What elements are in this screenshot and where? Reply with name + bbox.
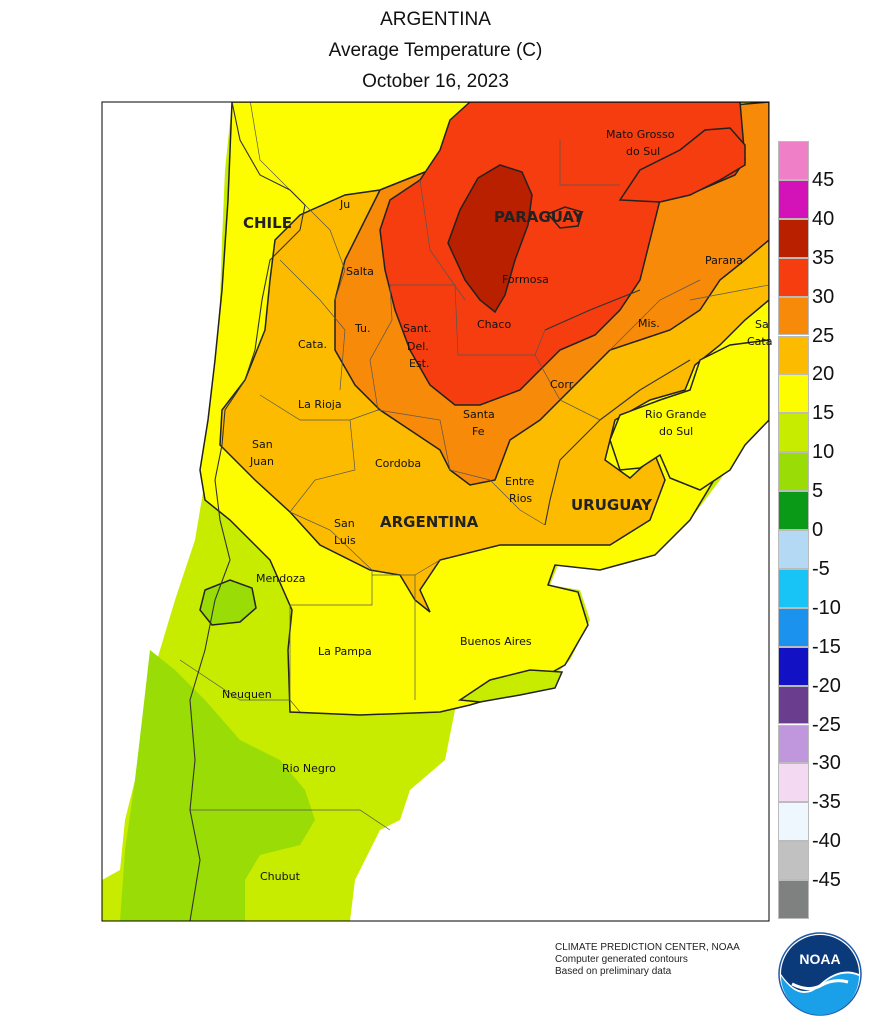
legend-tick-label: -5 <box>812 557 830 580</box>
title-date: October 16, 2023 <box>362 71 509 92</box>
region-label-santiago-3: Est. <box>409 357 430 370</box>
region-label-rio-grande-2: do Sul <box>659 425 693 438</box>
title-variable: Average Temperature (C) <box>328 40 543 61</box>
legend-tick-label: -30 <box>812 752 841 775</box>
country-borders <box>189 102 691 921</box>
region-label-entre-rios-1: Entre <box>505 475 535 488</box>
legend-swatch <box>778 880 809 919</box>
legend-swatch <box>778 607 809 647</box>
legend-swatch <box>778 646 809 686</box>
region-label-san-luis-2: Luis <box>334 534 356 547</box>
legend-tick-label: 20 <box>812 363 835 386</box>
legend-tick-label: 45 <box>812 168 835 191</box>
legend-swatch <box>778 179 809 219</box>
band-green-mendoza <box>199 579 257 626</box>
noaa-logo: NOAA <box>778 932 862 1016</box>
band-green-ba <box>457 669 564 703</box>
region-label-mendoza: Mendoza <box>256 572 305 585</box>
region-label-santiago-1: Sant. <box>403 322 432 335</box>
country-label-uruguay: URUGUAY <box>571 496 653 514</box>
legend-swatch <box>778 374 809 414</box>
band-green-south <box>120 650 315 921</box>
legend-tick-label: -15 <box>812 635 841 658</box>
region-label-santa-fe-1: Santa <box>463 408 495 421</box>
country-label-paraguay: PARAGUAY <box>494 208 585 226</box>
legend-tick-label: 5 <box>812 480 824 503</box>
region-label-misiones: Mis. <box>638 317 660 330</box>
region-label-santa-catarina-2: Cata <box>747 335 772 348</box>
region-label-mato-grosso-2: do Sul <box>626 145 660 158</box>
legend-tick-label: 25 <box>812 324 835 347</box>
region-label-chaco: Chaco <box>477 318 511 331</box>
region-label-santa-fe-2: Fe <box>472 425 485 438</box>
legend-tick-label: 35 <box>812 246 835 269</box>
region-label-corrientes: Corr <box>550 378 574 391</box>
legend-tick-label: 30 <box>812 285 835 308</box>
region-label-neuquen: Neuquen <box>222 688 272 701</box>
region-label-entre-rios-2: Rios <box>509 492 532 505</box>
legend-swatch <box>778 530 809 569</box>
region-label-san-luis-1: San <box>334 517 355 530</box>
region-label-santiago-2: Del. <box>407 340 429 353</box>
region-label-la-pampa: La Pampa <box>318 645 372 658</box>
country-label-argentina: ARGENTINA <box>380 513 479 531</box>
svg-text:NOAA: NOAA <box>799 951 840 967</box>
legend-tick-label: 10 <box>812 441 835 464</box>
region-label-buenos-aires: Buenos Aires <box>460 635 532 648</box>
legend-swatch <box>778 685 809 725</box>
region-label-chubut: Chubut <box>260 870 301 883</box>
credit-line-3: Based on preliminary data <box>555 966 672 977</box>
legend-tick-label: -45 <box>812 869 841 892</box>
map-title: ARGENTINA Average Temperature (C) Octobe… <box>0 4 871 97</box>
legend-tick-label: -20 <box>812 674 841 697</box>
region-label-formosa: Formosa <box>502 273 549 286</box>
credit-line-1: CLIMATE PREDICTION CENTER, NOAA <box>555 942 740 953</box>
region-label-catamarca: Cata. <box>298 338 327 351</box>
region-label-san-juan-1: San <box>252 438 273 451</box>
legend-tick-label: 15 <box>812 402 835 425</box>
region-label-san-juan-2: Juan <box>249 455 274 468</box>
region-label-parana: Parana <box>705 254 743 267</box>
region-label-la-rioja: La Rioja <box>298 398 342 411</box>
legend-tick-label: -40 <box>812 830 841 853</box>
legend-tick-label: -25 <box>812 713 841 736</box>
region-label-santa-catarina-1: Sa <box>755 318 769 331</box>
credit-line-2: Computer generated contours <box>555 954 688 965</box>
province-boundaries <box>179 102 769 831</box>
region-label-rio-negro: Rio Negro <box>282 762 336 775</box>
region-label-salta: Salta <box>346 265 374 278</box>
title-country: ARGENTINA <box>380 9 491 30</box>
legend-swatch <box>778 296 809 336</box>
legend-tick-label: -35 <box>812 791 841 814</box>
band-35-40-small <box>546 206 583 229</box>
band-yellow-rgs <box>609 339 769 491</box>
legend-swatch <box>778 141 809 180</box>
legend-swatch <box>778 841 809 881</box>
region-label-jujuy: Ju <box>339 198 350 211</box>
legend-tick-label: -10 <box>812 596 841 619</box>
region-label-rio-grande-1: Rio Grande <box>645 408 707 421</box>
band-35-40-east <box>618 127 746 203</box>
legend-tick-label: 40 <box>812 207 835 230</box>
legend-swatch <box>778 335 809 375</box>
legend-swatch <box>778 763 809 803</box>
legend-tick-label: 0 <box>812 519 824 541</box>
legend-swatch <box>778 257 809 297</box>
legend-swatch <box>778 568 809 608</box>
band-40-45 <box>447 164 533 314</box>
legend-swatch <box>778 724 809 764</box>
legend-swatch <box>778 802 809 842</box>
legend-swatch <box>778 413 809 453</box>
map-frame <box>101 101 770 922</box>
legend-swatch <box>778 218 809 258</box>
credit-text: CLIMATE PREDICTION CENTER, NOAA Computer… <box>555 942 740 978</box>
region-label-tucuman: Tu. <box>354 322 371 335</box>
country-label-chile: CHILE <box>243 214 292 232</box>
legend-swatch <box>778 491 809 530</box>
region-label-mato-grosso-1: Mato Grosso <box>606 128 675 141</box>
legend-swatch <box>778 452 809 492</box>
region-label-cordoba: Cordoba <box>375 457 421 470</box>
